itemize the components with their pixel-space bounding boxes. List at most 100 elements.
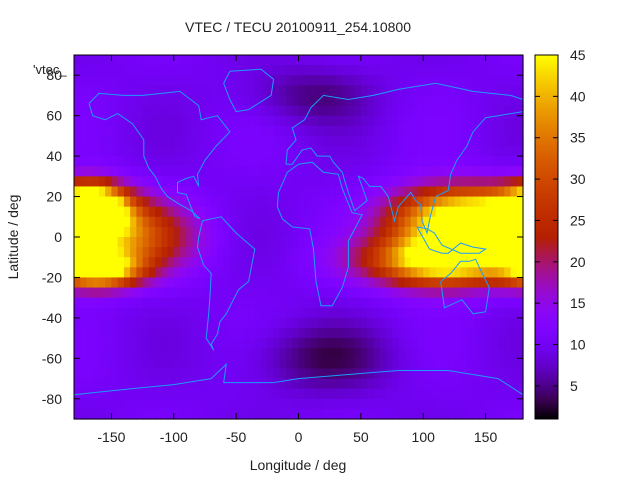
heatmap-cell: [504, 297, 512, 309]
heatmap-cell: [236, 398, 243, 410]
heatmap-cell: [392, 146, 399, 157]
heatmap-cell: [248, 186, 256, 198]
heatmap-cell: [223, 408, 231, 420]
heatmap-cell: [479, 176, 487, 188]
heatmap-cell: [136, 105, 144, 117]
heatmap-cell: [292, 348, 300, 359]
heatmap-cell: [454, 125, 462, 137]
heatmap-cell: [198, 206, 206, 218]
heatmap-cell: [429, 115, 437, 127]
heatmap-cell: [279, 317, 287, 329]
heatmap-cell: [304, 378, 312, 390]
heatmap-cell: [466, 338, 474, 349]
heatmap-cell: [254, 226, 262, 238]
heatmap-cell: [186, 398, 194, 410]
heatmap-cell: [404, 85, 412, 97]
heatmap-cell: [441, 95, 449, 107]
heatmap-cell: [261, 307, 268, 319]
heatmap-cell: [491, 146, 499, 157]
heatmap-cell: [392, 65, 399, 76]
heatmap-cell: [329, 368, 337, 380]
heatmap-cell: [454, 287, 462, 299]
heatmap-cell: [223, 55, 231, 66]
heatmap-cell: [161, 176, 169, 188]
heatmap-cell: [92, 55, 100, 66]
heatmap-cell: [254, 368, 262, 380]
heatmap-cell: [279, 55, 287, 66]
heatmap-cell: [98, 277, 106, 289]
heatmap-cell: [460, 156, 468, 167]
heatmap-cell: [416, 55, 424, 66]
heatmap-cell: [204, 348, 212, 359]
heatmap-cell: [155, 216, 162, 228]
heatmap-cell: [142, 115, 150, 127]
heatmap-cell: [142, 277, 150, 289]
heatmap-cell: [261, 196, 268, 208]
heatmap-cell: [211, 115, 219, 127]
heatmap-cell: [360, 247, 368, 258]
heatmap-cell: [148, 328, 156, 339]
heatmap-cell: [198, 317, 206, 329]
heatmap-cell: [304, 95, 312, 107]
heatmap-cell: [173, 348, 181, 359]
heatmap-cell: [123, 216, 131, 228]
heatmap-cell: [398, 378, 406, 390]
heatmap-cell: [180, 388, 187, 400]
heatmap-cell: [473, 216, 480, 228]
heatmap-cell: [229, 297, 237, 309]
heatmap-cell: [354, 247, 362, 258]
heatmap-cell: [323, 85, 331, 97]
heatmap-cell: [242, 358, 250, 370]
heatmap-cell: [217, 348, 225, 359]
heatmap-cell: [504, 55, 512, 66]
heatmap-cell: [298, 105, 306, 117]
heatmap-cell: [304, 237, 312, 248]
heatmap-cell: [130, 115, 137, 127]
heatmap-cell: [373, 75, 381, 86]
heatmap-cell: [435, 75, 443, 86]
heatmap-cell: [105, 125, 113, 137]
heatmap-cell: [136, 287, 144, 299]
heatmap-cell: [136, 277, 144, 289]
heatmap-cell: [92, 307, 100, 319]
heatmap-cell: [479, 408, 487, 420]
heatmap-cell: [286, 368, 293, 380]
heatmap-cell: [136, 206, 144, 218]
heatmap-cell: [111, 75, 119, 86]
heatmap-cell: [261, 55, 268, 66]
heatmap-cell: [229, 408, 237, 420]
heatmap-cell: [423, 408, 431, 420]
heatmap-cell: [86, 186, 94, 198]
heatmap-cell: [479, 247, 487, 258]
heatmap-cell: [198, 166, 206, 177]
heatmap-cell: [498, 196, 505, 208]
heatmap-cell: [286, 75, 293, 86]
heatmap-cell: [398, 75, 406, 86]
heatmap-cell: [479, 317, 487, 329]
heatmap-cell: [398, 115, 406, 127]
heatmap-cell: [429, 257, 437, 268]
heatmap-cell: [310, 196, 318, 208]
heatmap-cell: [466, 247, 474, 258]
heatmap-cell: [485, 338, 493, 349]
heatmap-cell: [510, 307, 518, 319]
heatmap-cell: [254, 307, 262, 319]
heatmap-cell: [242, 206, 250, 218]
heatmap-cell: [454, 267, 462, 279]
heatmap-cell: [466, 408, 474, 420]
heatmap-cell: [491, 398, 499, 410]
heatmap-cell: [504, 105, 512, 117]
heatmap-cell: [516, 186, 524, 198]
heatmap-cell: [510, 348, 518, 359]
heatmap-cell: [473, 75, 480, 86]
heatmap-cell: [117, 95, 125, 107]
heatmap-cell: [105, 358, 113, 370]
heatmap-cell: [148, 115, 156, 127]
heatmap-cell: [273, 55, 281, 66]
heatmap-cell: [367, 65, 374, 76]
heatmap-cell: [117, 307, 125, 319]
heatmap-cell: [292, 368, 300, 380]
heatmap-cell: [398, 267, 406, 279]
heatmap-cell: [323, 398, 331, 410]
heatmap-cell: [186, 287, 194, 299]
